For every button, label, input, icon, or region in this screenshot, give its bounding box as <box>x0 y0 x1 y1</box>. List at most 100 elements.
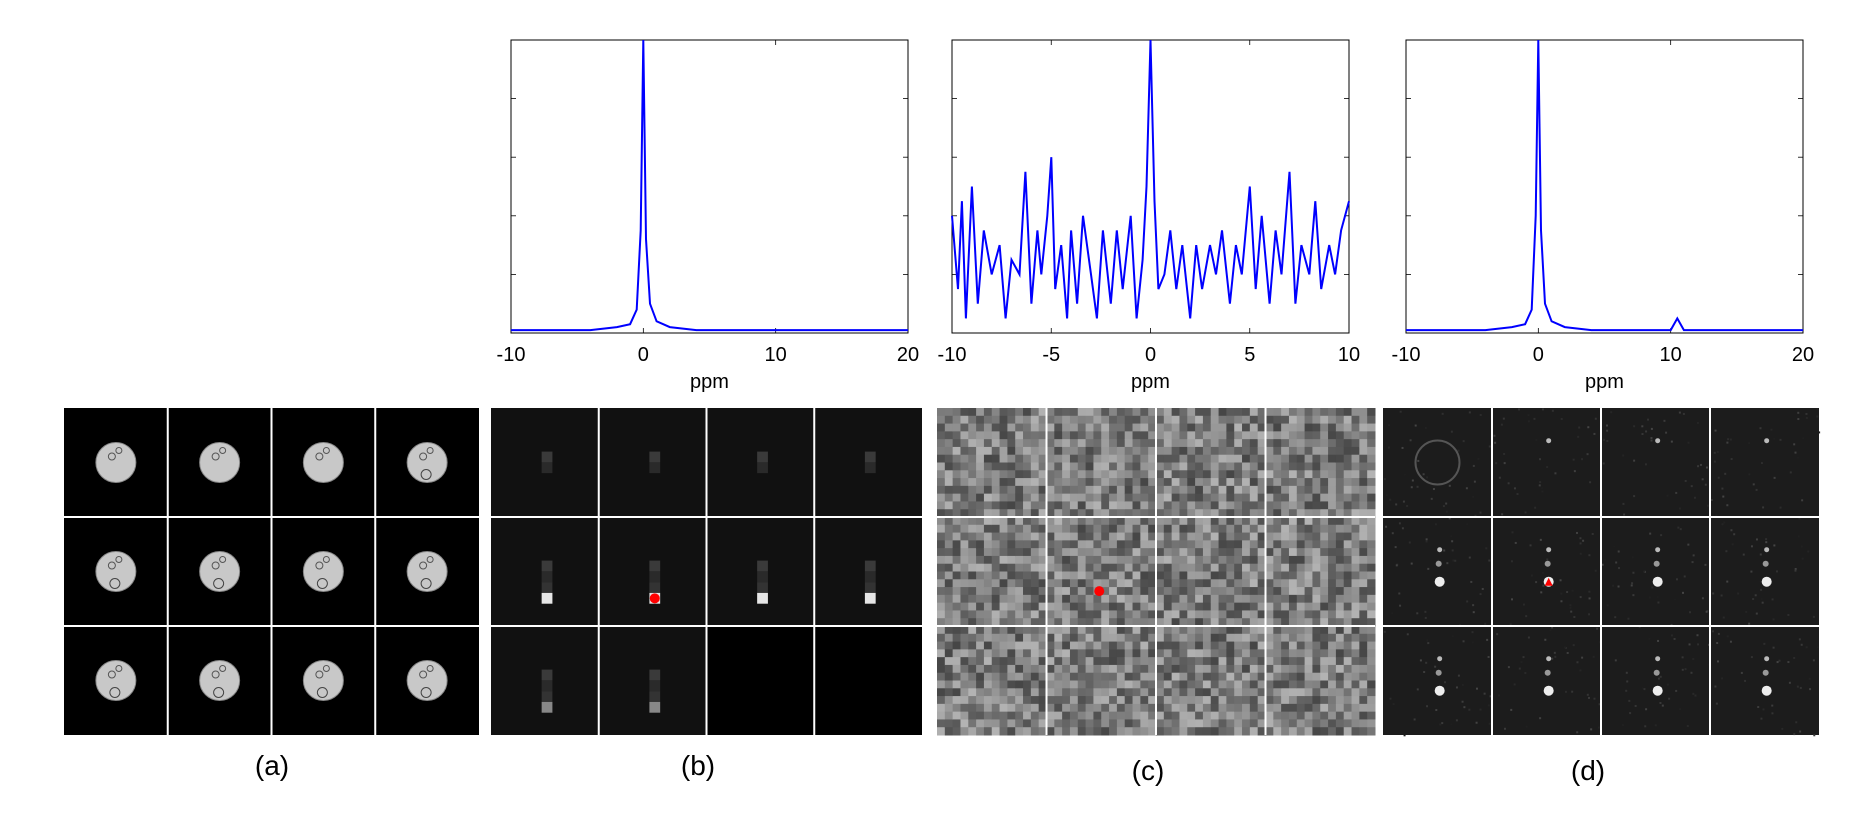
noise-pixel <box>1116 719 1126 728</box>
image-tile <box>491 408 599 517</box>
noise-pixel <box>1312 602 1321 611</box>
noise-speck <box>1545 650 1548 653</box>
noise-speck <box>1645 708 1648 711</box>
noise-pixel <box>1210 415 1220 425</box>
noise-pixel <box>1171 501 1180 510</box>
noise-pixel <box>1077 563 1087 572</box>
noise-speck <box>1554 472 1557 475</box>
noise-pixel <box>1179 446 1188 456</box>
noise-pixel <box>1281 618 1290 627</box>
noise-pixel <box>1007 446 1016 456</box>
noise-pixel <box>1085 626 1094 635</box>
noise-pixel <box>1085 478 1094 487</box>
noise-pixel <box>1351 571 1360 580</box>
noise-pixel <box>1328 688 1337 697</box>
noise-pixel <box>1054 680 1063 689</box>
noise-pixel <box>1023 563 1032 572</box>
noise-speck <box>1812 659 1815 662</box>
noise-pixel <box>1085 719 1094 728</box>
noise-pixel <box>1312 696 1321 705</box>
noise-pixel <box>983 711 993 720</box>
noise-pixel <box>1163 649 1173 658</box>
noise-pixel <box>1015 540 1024 549</box>
noise-pixel <box>1148 672 1157 681</box>
phantom-vial <box>107 452 116 461</box>
map-pixel <box>864 560 876 572</box>
noise-pixel <box>1242 540 1251 549</box>
noise-pixel <box>1320 579 1329 588</box>
noise-pixel <box>1077 485 1087 495</box>
phantom-vial <box>115 665 123 672</box>
noise-pixel <box>944 579 954 588</box>
bright-spot <box>1762 560 1769 567</box>
noise-pixel <box>983 524 993 534</box>
noise-pixel <box>999 703 1008 713</box>
noise-speck <box>1710 499 1713 502</box>
noise-pixel <box>1257 408 1266 417</box>
noise-pixel <box>944 688 954 697</box>
noise-speck <box>1705 610 1708 613</box>
noise-pixel <box>1312 587 1321 596</box>
noise-pixel <box>1132 462 1141 471</box>
noise-pixel <box>1242 711 1251 720</box>
noise-pixel <box>1038 555 1047 565</box>
noise-pixel <box>1296 657 1306 666</box>
noise-pixel <box>1328 696 1337 705</box>
noise-pixel <box>1288 446 1298 456</box>
noise-speck <box>1485 547 1488 550</box>
noise-pixel <box>1328 587 1337 596</box>
noise-pixel <box>1132 524 1141 534</box>
map-background <box>814 626 922 735</box>
noise-pixel <box>1171 594 1180 604</box>
noise-speck <box>1551 409 1554 412</box>
noise-pixel <box>983 719 993 728</box>
noise-pixel <box>1007 579 1016 588</box>
spectrum-line <box>511 39 908 332</box>
noise-pixel <box>976 633 985 643</box>
noise-pixel <box>1367 626 1376 635</box>
noise-pixel <box>1288 688 1298 697</box>
noise-pixel <box>1187 509 1196 518</box>
noise-pixel <box>1015 423 1024 432</box>
noise-pixel <box>1304 524 1313 534</box>
noise-pixel <box>1093 517 1102 526</box>
noise-pixel <box>1335 470 1345 479</box>
noise-pixel <box>1116 618 1126 627</box>
x-axis-label: ppm <box>690 371 729 393</box>
noise-pixel <box>1163 408 1173 417</box>
noise-speck <box>1426 639 1429 642</box>
noise-pixel <box>968 478 977 487</box>
noise-pixel <box>1015 696 1024 705</box>
noise-pixel <box>1062 408 1071 417</box>
noise-pixel <box>1210 493 1220 502</box>
noise-pixel <box>952 664 961 674</box>
noise-pixel <box>1132 587 1141 596</box>
noise-pixel <box>1367 571 1376 580</box>
noise-speck <box>1594 417 1597 420</box>
noise-pixel <box>976 509 985 518</box>
noise-pixel <box>1015 727 1024 736</box>
noise-pixel <box>1054 415 1063 425</box>
noise-pixel <box>1054 664 1063 674</box>
noise-pixel <box>1218 610 1227 619</box>
noise-pixel <box>1320 548 1329 557</box>
noise-pixel <box>968 470 977 479</box>
noise-pixel <box>1359 423 1368 432</box>
noise-pixel <box>1202 563 1212 572</box>
noise-pixel <box>1109 696 1118 705</box>
noise-pixel <box>1140 664 1149 674</box>
noise-pixel <box>1077 727 1087 736</box>
noise-pixel <box>1124 672 1134 681</box>
noise-pixel <box>952 649 961 658</box>
noise-pixel <box>1054 470 1063 479</box>
noise-pixel <box>1179 610 1188 619</box>
noise-pixel <box>1257 540 1266 549</box>
phantom-vial <box>315 452 324 461</box>
noise-pixel <box>1320 587 1329 596</box>
noise-pixel <box>1077 571 1087 580</box>
noise-speck <box>1726 635 1729 638</box>
noise-pixel <box>1085 688 1094 697</box>
noise-pixel <box>1328 594 1337 604</box>
noise-pixel <box>1343 719 1353 728</box>
noise-pixel <box>1273 540 1282 549</box>
